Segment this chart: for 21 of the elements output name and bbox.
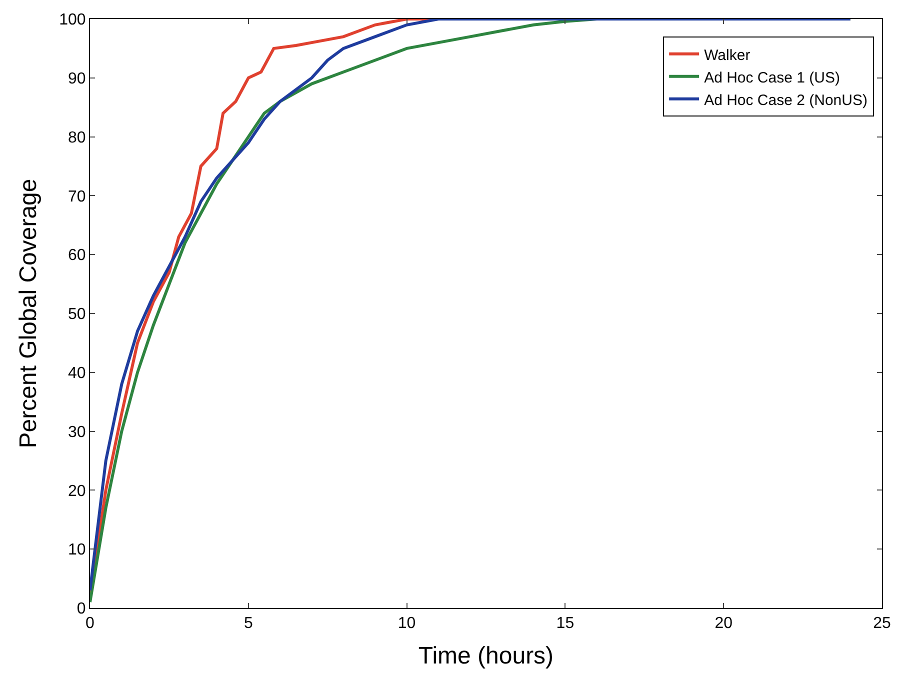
y-tick-label: 10 xyxy=(68,542,86,559)
y-tick-label: 90 xyxy=(68,70,86,88)
x-tick-label: 5 xyxy=(244,615,253,632)
y-tick-label: 60 xyxy=(68,247,86,264)
x-axis-title: Time (hours) xyxy=(418,642,554,670)
x-tick-label: 10 xyxy=(398,615,416,632)
y-tick-label: 80 xyxy=(68,129,86,146)
y-tick-label: 20 xyxy=(68,482,86,500)
y-axis-title: Percent Global Coverage xyxy=(15,178,42,448)
y-tick-label: 50 xyxy=(68,306,86,324)
legend-label: Walker xyxy=(704,46,750,64)
legend-label: Ad Hoc Case 2 (NonUS) xyxy=(704,92,868,109)
x-tick-label: 25 xyxy=(873,615,891,632)
y-tick-label: 40 xyxy=(68,365,86,382)
x-tick-label: 20 xyxy=(714,615,733,632)
legend-label: Ad Hoc Case 1 (US) xyxy=(704,69,840,86)
y-tick-label: 70 xyxy=(68,188,86,206)
x-tick-label: 15 xyxy=(556,615,574,632)
y-tick-label: 30 xyxy=(68,424,86,441)
y-tick-label: 100 xyxy=(59,12,86,29)
y-tick-label: 0 xyxy=(76,600,86,618)
